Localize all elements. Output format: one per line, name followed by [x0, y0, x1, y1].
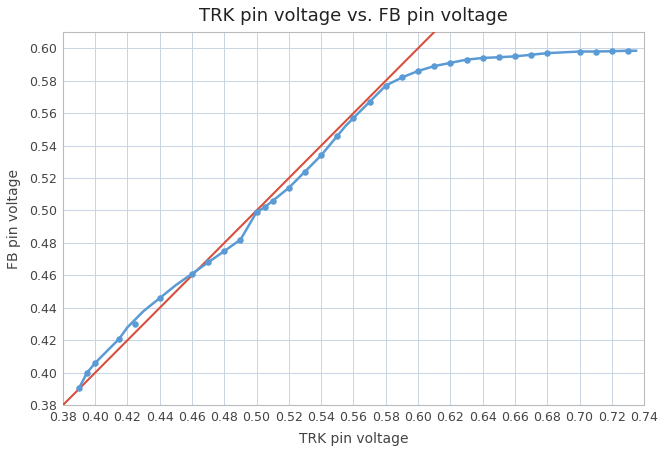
Point: [219, 247, 229, 255]
Point: [477, 54, 488, 62]
Point: [251, 208, 262, 216]
Point: [606, 48, 617, 55]
Point: [82, 369, 92, 376]
Point: [542, 49, 553, 57]
Point: [74, 385, 84, 392]
Point: [130, 320, 141, 328]
Point: [283, 184, 294, 192]
Point: [235, 236, 246, 243]
Point: [380, 82, 391, 89]
Point: [493, 53, 504, 61]
Point: [413, 67, 424, 75]
Point: [348, 115, 359, 122]
Point: [462, 56, 472, 63]
Point: [187, 270, 198, 277]
Title: TRK pin voltage vs. FB pin voltage: TRK pin voltage vs. FB pin voltage: [199, 7, 508, 25]
Point: [364, 98, 375, 106]
Point: [203, 259, 213, 266]
Point: [574, 48, 585, 55]
Point: [429, 63, 440, 70]
Point: [90, 359, 100, 366]
Point: [445, 59, 456, 67]
Point: [316, 152, 327, 159]
X-axis label: TRK pin voltage: TRK pin voltage: [299, 432, 408, 446]
Point: [591, 48, 601, 55]
Point: [259, 204, 270, 211]
Point: [300, 168, 311, 175]
Point: [267, 197, 278, 204]
Point: [509, 53, 520, 60]
Point: [332, 132, 342, 140]
Y-axis label: FB pin voltage: FB pin voltage: [7, 169, 21, 269]
Point: [114, 335, 124, 342]
Point: [396, 74, 407, 81]
Point: [154, 294, 165, 302]
Point: [526, 51, 537, 58]
Point: [622, 47, 633, 54]
